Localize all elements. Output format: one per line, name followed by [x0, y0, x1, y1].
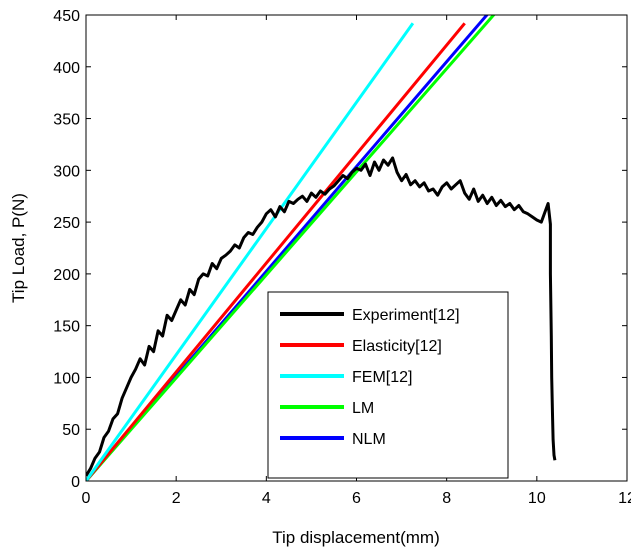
y-tick-label: 400: [53, 60, 80, 77]
legend: Experiment[12] Elasticity[12] FEM[12] LM NLM: [267, 291, 509, 479]
y-tick-label: 250: [53, 215, 80, 232]
series-line-fem-12: [86, 22, 415, 481]
x-tick-label: 8: [442, 490, 451, 507]
x-tick-label: 2: [172, 490, 181, 507]
y-tick-label: 50: [62, 422, 80, 439]
y-tick-label: 200: [53, 267, 80, 284]
x-tick-label: 12: [618, 490, 631, 507]
x-axis-title: Tip displacement(mm): [272, 528, 440, 547]
y-tick-label: 0: [71, 474, 80, 491]
y-tick-label: 450: [53, 8, 80, 25]
legend-label: FEM[12]: [352, 369, 412, 386]
series-line-elasticity-12: [86, 22, 466, 481]
y-tick-label: 350: [53, 112, 80, 129]
x-tick-label: 10: [528, 490, 546, 507]
y-tick-label: 300: [53, 163, 80, 180]
y-tick-label: 100: [53, 370, 80, 387]
legend-label: NLM: [352, 431, 386, 448]
x-tick-label: 6: [352, 490, 361, 507]
x-tick-label: 0: [82, 490, 91, 507]
legend-label: LM: [352, 400, 374, 417]
x-tick-label: 4: [262, 490, 271, 507]
series-line-experiment-12: [86, 156, 557, 477]
y-axis-title: Tip Load, P(N): [9, 193, 28, 303]
y-tick-label: 150: [53, 319, 80, 336]
legend-box: [267, 291, 509, 479]
legend-label: Experiment[12]: [352, 307, 460, 324]
series-line-lm: [86, 15, 496, 481]
legend-label: Elasticity[12]: [352, 338, 442, 355]
